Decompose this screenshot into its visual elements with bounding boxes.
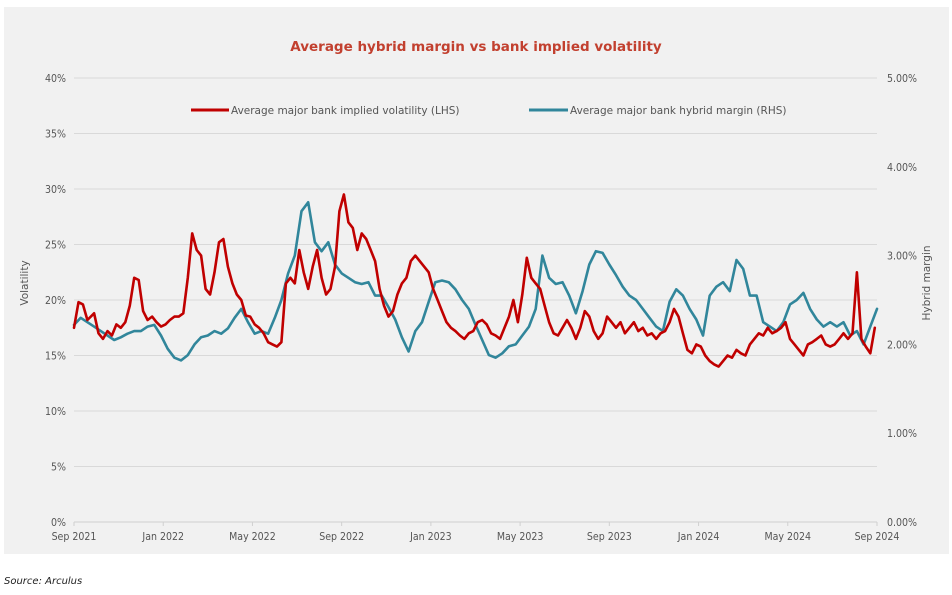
series-lines (72, 193, 879, 368)
x-tick-label: Sep 2022 (319, 531, 364, 543)
legend-label-hybrid-margin: Average major bank hybrid margin (RHS) (570, 105, 786, 117)
y2-tick-label: 0.00% (887, 517, 917, 529)
chart-panel: 0% 5% 10% 15% 20% 25% 30% 35% 40% 0.00% 1.00% 2.00… (4, 7, 949, 554)
legend: Average major bank implied volatility (L… (191, 105, 786, 117)
y-axis-left-ticks: 0% 5% 10% 15% 20% 25% 30% 35% 40% (45, 73, 66, 529)
x-axis-ticks: Sep 2021 Jan 2022 May 2022 Sep 2022 Jan 2023… (52, 522, 900, 543)
gridlines (74, 77, 877, 523)
x-tick-label: Jan 2024 (677, 531, 720, 543)
series-line-volatility (72, 193, 877, 368)
y-axis-right-ticks: 0.00% 1.00% 2.00% 3.00% 4.00% 5.00% (887, 73, 917, 529)
source-note: Source: Arculus (4, 576, 83, 587)
y2-tick-label: 2.00% (887, 339, 917, 351)
y-tick-label: 20% (45, 295, 66, 307)
x-tick-label: May 2024 (764, 531, 811, 543)
y-tick-label: 40% (45, 73, 66, 85)
y-tick-label: 30% (45, 184, 66, 196)
x-tick-label: Jan 2023 (409, 531, 452, 543)
y2-tick-label: 3.00% (887, 251, 917, 263)
x-tick-label: Jan 2022 (141, 531, 184, 543)
x-tick-label: May 2022 (229, 531, 276, 543)
y-tick-label: 0% (51, 517, 66, 529)
x-tick-label: Sep 2021 (52, 531, 97, 543)
legend-label-volatility: Average major bank implied volatility (L… (231, 105, 460, 117)
y-tick-label: 5% (51, 462, 66, 474)
y-axis-right-title: Hybrid margin (921, 245, 933, 320)
chart-title: Average hybrid margin vs bank implied vo… (290, 39, 662, 55)
y-tick-label: 25% (45, 240, 66, 252)
x-tick-label: Sep 2024 (855, 531, 900, 543)
y-tick-label: 10% (45, 406, 66, 418)
x-tick-label: Sep 2023 (587, 531, 632, 543)
y2-tick-label: 1.00% (887, 428, 917, 440)
chart-svg: 0% 5% 10% 15% 20% 25% 30% 35% 40% 0.00% 1.00% 2.00… (19, 39, 933, 543)
y2-tick-label: 4.00% (887, 162, 917, 174)
y2-tick-label: 5.00% (887, 73, 917, 85)
y-tick-label: 15% (45, 351, 66, 363)
y-tick-label: 35% (45, 129, 66, 141)
x-tick-label: May 2023 (497, 531, 544, 543)
y-axis-left-title: Volatility (19, 260, 31, 305)
